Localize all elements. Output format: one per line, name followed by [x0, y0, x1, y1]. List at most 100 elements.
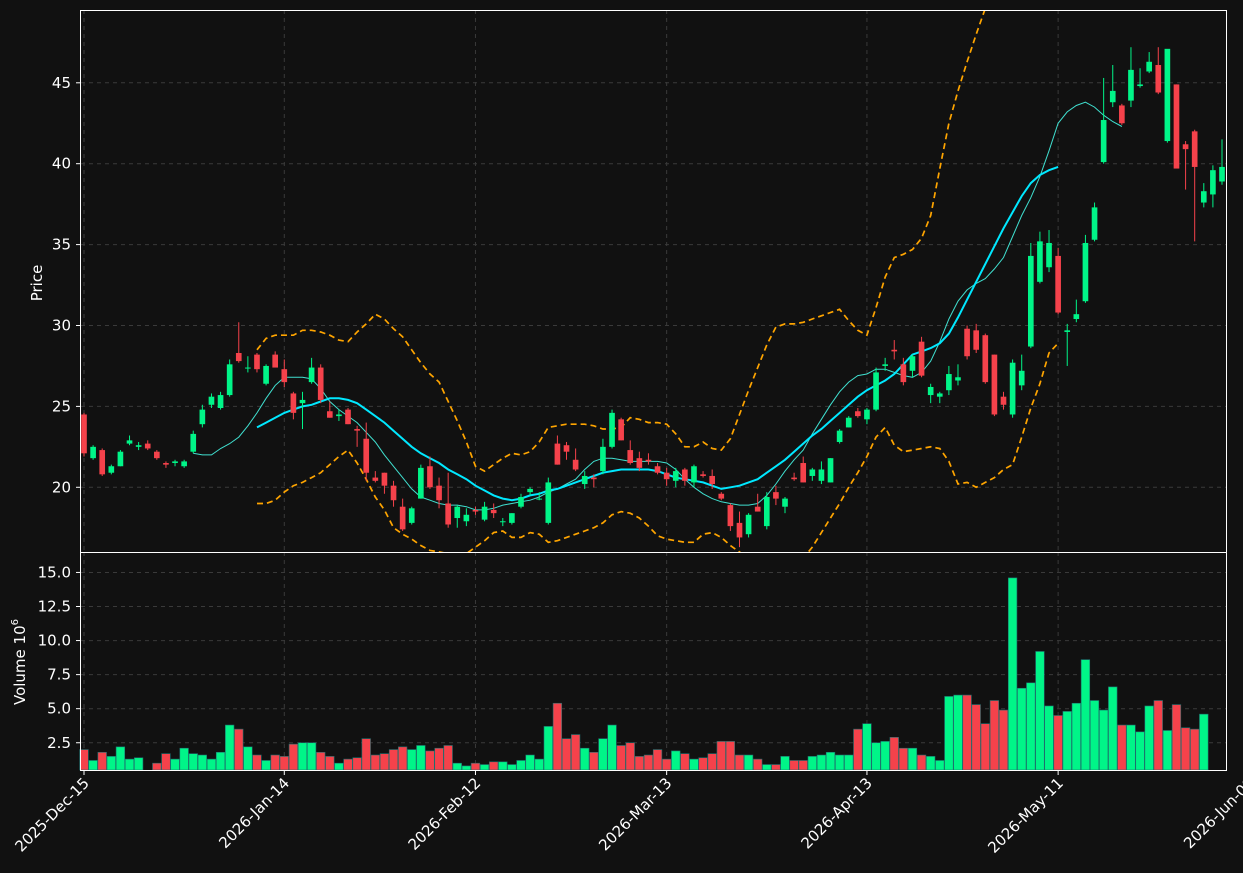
volume-bars [79, 577, 1209, 771]
candle-body [973, 330, 980, 350]
candle-body [208, 396, 215, 405]
candle-body [827, 458, 834, 483]
volume-bar [352, 757, 362, 771]
candle-body [135, 445, 142, 447]
candle-body [272, 354, 279, 368]
candle-body [181, 461, 187, 467]
volume-bar [771, 764, 781, 771]
candle-body [909, 356, 916, 371]
volume-bar [1035, 651, 1045, 771]
candle-body [691, 466, 697, 483]
volume-bar [907, 747, 918, 771]
volume-bar [179, 747, 189, 771]
candle-body [545, 482, 552, 523]
volume-bar [416, 745, 426, 771]
price-y-tick-label: 25 [52, 397, 71, 415]
volume-bar [926, 756, 936, 771]
candle-body [499, 521, 506, 523]
candle-body [736, 522, 743, 538]
candle-body [427, 466, 433, 488]
volume-bar [1108, 686, 1118, 771]
candle-body [336, 414, 342, 417]
candle-body [363, 438, 370, 473]
volume-bar [780, 756, 790, 771]
volume-bar [561, 738, 572, 771]
volume-bar [570, 734, 581, 771]
candle-body [800, 463, 807, 483]
volume-bar [716, 741, 726, 771]
volume-bar [316, 751, 326, 771]
candle-body [946, 374, 952, 391]
candle-body [1055, 255, 1061, 313]
volume-bar [534, 758, 544, 771]
volume-bar [871, 742, 881, 771]
candle-body [855, 411, 861, 417]
volume-bar [734, 754, 745, 771]
volume-bar [507, 764, 517, 771]
candle-body [254, 354, 260, 370]
volume-bar [989, 700, 1000, 771]
candle-body [527, 488, 533, 493]
candle-body [172, 461, 178, 464]
candle-body [463, 514, 470, 522]
volume-bar [725, 741, 736, 771]
volume-bar [470, 762, 481, 771]
bollinger-upper-line [256, 10, 986, 473]
candle-body [791, 477, 797, 480]
candle-body [381, 472, 388, 486]
candle-body [317, 367, 324, 400]
volume-bar [1162, 730, 1173, 771]
price-y-tick-label: 40 [52, 155, 71, 173]
candle-body [709, 475, 715, 485]
candle-body [1109, 90, 1116, 103]
volume-bar [1071, 702, 1081, 771]
volume-bar [370, 754, 380, 771]
volume-bar [115, 746, 126, 771]
volume-bar [889, 736, 899, 771]
volume-bar [288, 743, 299, 771]
candle-body [1073, 314, 1080, 320]
volume-bar [124, 758, 135, 771]
volume-y-tick-label: 7.5 [47, 666, 71, 684]
volume-bar [525, 754, 535, 771]
candle-body [745, 514, 752, 535]
volume-y-tick-label: 5.0 [47, 700, 71, 718]
volume-bar [835, 754, 845, 771]
volume-bar [434, 747, 444, 771]
candle-body [290, 393, 297, 413]
candle-body [682, 469, 688, 481]
candle-body [345, 409, 351, 425]
candle-body [1191, 131, 1198, 167]
volume-bar [662, 758, 672, 771]
candle-body [163, 463, 169, 465]
price-y-ticks: 20 25 30 35 40 45 [52, 74, 81, 496]
price-grid [81, 10, 1226, 552]
candle-body [199, 409, 206, 425]
volume-bar [88, 760, 98, 771]
candle-body [773, 492, 779, 499]
volume-bar [443, 745, 453, 771]
volume-bar [215, 751, 226, 771]
volume-bar [798, 760, 808, 771]
candle-body [1082, 242, 1089, 302]
candle-body [891, 349, 898, 352]
volume-bar [625, 742, 635, 771]
candle-body [572, 459, 579, 470]
volume-bar [825, 751, 836, 771]
volume-bar [971, 704, 981, 771]
volume-bar [698, 757, 708, 771]
candle-body [190, 433, 197, 452]
candle-body [117, 451, 124, 467]
price-y-tick-label: 30 [52, 316, 71, 334]
volume-bar [953, 694, 963, 771]
candle-body [927, 386, 934, 396]
candle-body [1219, 166, 1225, 182]
candle-body [536, 498, 543, 500]
volume-bar [479, 764, 490, 771]
volume-bar [97, 751, 107, 771]
volume-bar [225, 724, 235, 771]
candle-body [326, 411, 333, 418]
candle-body [991, 354, 998, 415]
candle-body [1146, 61, 1152, 72]
volume-bar [916, 754, 927, 771]
